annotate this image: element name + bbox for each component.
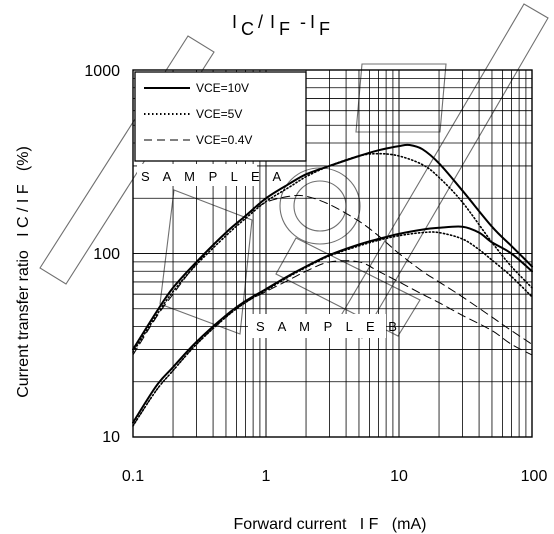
x-tick-labels: 0.1 1 10 100 <box>122 468 548 485</box>
svg-text:I: I <box>232 12 237 32</box>
series-line-solid <box>132 225 533 424</box>
y-tick-labels: 1000 100 10 <box>84 63 120 446</box>
chart-title: I C / I F - I F <box>232 12 330 39</box>
series-line-dotted <box>132 152 533 353</box>
svg-text:F: F <box>319 19 330 39</box>
x-tick-label: 100 <box>521 468 548 485</box>
legend-label-vce-5v: VCE=5V <box>196 107 242 121</box>
svg-text:S A M P L E A: S A M P L E A <box>141 169 286 184</box>
series-layer <box>132 143 533 427</box>
x-axis-label: Forward current I F (mA) <box>234 516 427 533</box>
svg-text:F: F <box>279 19 290 39</box>
y-axis-label: Current transfer ratio I C / I F (%) <box>15 146 32 398</box>
legend-label-vce-10v: VCE=10V <box>196 81 249 95</box>
series-line-dashed <box>132 260 533 427</box>
series-line-dashed <box>132 194 533 356</box>
x-tick-label: 0.1 <box>122 468 144 485</box>
legend: VCE=10V VCE=5V VCE=0.4V <box>134 71 307 162</box>
legend-label-vce-0-4v: VCE=0.4V <box>196 133 252 147</box>
y-tick-label: 10 <box>102 429 120 446</box>
y-tick-label: 100 <box>93 246 120 263</box>
y-tick-label: 1000 <box>84 63 120 80</box>
svg-text:/: / <box>258 12 263 32</box>
x-tick-label: 10 <box>390 468 408 485</box>
svg-text:C: C <box>241 19 254 39</box>
plot-frame <box>132 69 533 438</box>
sample-a-annotation: S A M P L E A <box>137 164 286 186</box>
series-line-dotted <box>132 231 533 427</box>
svg-text:S A M P L E B: S A M P L E B <box>256 319 402 334</box>
svg-text:I: I <box>310 12 315 32</box>
sample-b-annotation: S A M P L E B <box>248 314 402 338</box>
svg-text:-: - <box>300 12 306 32</box>
watermark <box>39 3 549 339</box>
svg-text:I: I <box>270 12 275 32</box>
x-tick-label: 1 <box>262 468 271 485</box>
